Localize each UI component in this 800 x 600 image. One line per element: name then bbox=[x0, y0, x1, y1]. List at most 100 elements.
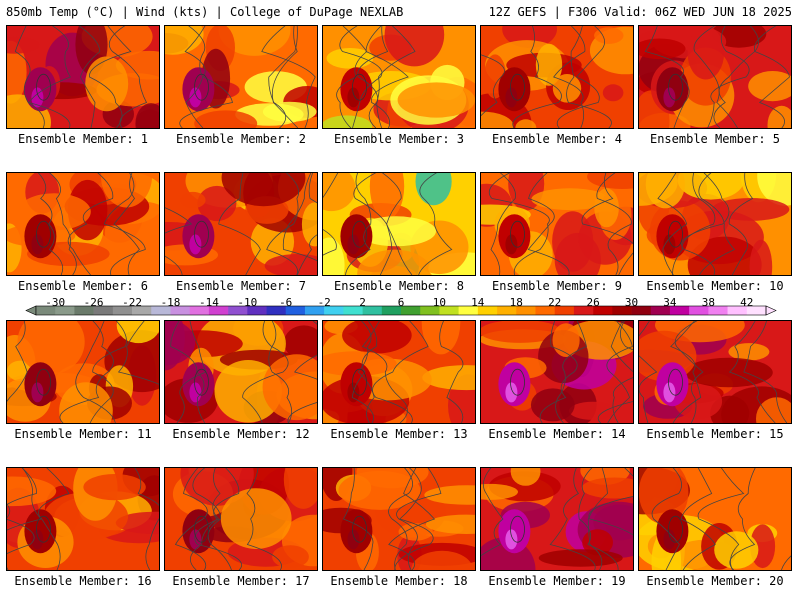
height-contour bbox=[282, 173, 317, 262]
ensemble-member-label: Ensemble Member: 15 bbox=[646, 427, 784, 441]
temperature-blob bbox=[757, 173, 791, 206]
terrain-contour bbox=[352, 515, 367, 543]
ensemble-member-label: Ensemble Member: 6 bbox=[17, 279, 149, 293]
temperature-blob bbox=[481, 321, 562, 343]
terrain-contour bbox=[36, 73, 51, 101]
height-contour bbox=[7, 321, 28, 402]
temperature-field bbox=[7, 321, 159, 423]
ensemble-member-label: Ensemble Member: 9 bbox=[491, 279, 623, 293]
colorbar-swatch bbox=[189, 306, 210, 315]
height-contour bbox=[651, 468, 682, 570]
height-contour bbox=[376, 26, 416, 128]
hot-spot bbox=[505, 382, 518, 403]
height-contour bbox=[670, 321, 702, 423]
height-contour bbox=[587, 468, 608, 570]
hot-spot bbox=[31, 234, 44, 255]
colorbar-tick-label: -6 bbox=[279, 296, 293, 309]
height-contour bbox=[728, 321, 776, 423]
temperature-blob bbox=[602, 84, 624, 102]
height-contour bbox=[418, 173, 453, 275]
height-contour bbox=[674, 321, 704, 423]
colorbar-swatch bbox=[420, 306, 440, 315]
height-contour bbox=[296, 173, 317, 275]
hot-spot bbox=[189, 382, 202, 403]
height-contour bbox=[192, 468, 232, 570]
terrain-contour bbox=[668, 220, 683, 248]
height-contour bbox=[246, 468, 282, 570]
hot-spot bbox=[347, 87, 360, 108]
temperature-field bbox=[165, 173, 317, 275]
terrain-contour bbox=[668, 515, 683, 543]
height-contour bbox=[268, 26, 298, 128]
temperature-field bbox=[323, 321, 475, 423]
colorbar-tick-label: 38 bbox=[701, 296, 716, 309]
height-contour bbox=[743, 321, 788, 423]
temperature-blob bbox=[115, 50, 159, 80]
temperature-field bbox=[323, 173, 475, 275]
temperature-blob bbox=[582, 529, 613, 556]
hot-spot bbox=[505, 87, 518, 108]
temperature-blob bbox=[17, 321, 85, 375]
colorbar-swatch bbox=[36, 306, 56, 315]
ensemble-member-map bbox=[6, 467, 160, 571]
colorbar-swatch bbox=[439, 306, 459, 315]
temperature-field bbox=[481, 321, 633, 423]
height-contour bbox=[103, 173, 146, 275]
colorbar-swatch bbox=[208, 306, 229, 315]
height-contour bbox=[113, 173, 140, 275]
hot-spot bbox=[347, 529, 360, 550]
ensemble-member-map bbox=[322, 172, 476, 276]
colorbar-swatch bbox=[304, 306, 325, 315]
colorbar-swatch bbox=[55, 306, 75, 315]
ensemble-member-label: Ensemble Member: 12 bbox=[172, 427, 310, 441]
temperature-blob bbox=[221, 173, 306, 207]
temperature-blob bbox=[425, 514, 475, 534]
terrain-contour bbox=[194, 73, 209, 101]
height-contour bbox=[89, 26, 132, 128]
temperature-blob bbox=[568, 401, 617, 420]
ensemble-member-map bbox=[480, 172, 634, 276]
ensemble-member-map bbox=[322, 467, 476, 571]
temperature-blob bbox=[687, 26, 725, 80]
height-contour bbox=[185, 26, 206, 128]
height-contour bbox=[218, 173, 261, 275]
terrain-contour bbox=[194, 515, 209, 543]
temperature-field bbox=[165, 26, 317, 128]
hot-spot bbox=[505, 234, 518, 255]
hot-spot bbox=[31, 87, 44, 108]
ensemble-member-label: Ensemble Member: 19 bbox=[488, 574, 626, 588]
temperature-field bbox=[7, 26, 159, 128]
height-contour bbox=[680, 468, 716, 570]
height-contour bbox=[266, 173, 300, 275]
height-contour bbox=[490, 173, 516, 275]
ensemble-member-map bbox=[164, 25, 318, 129]
height-contour bbox=[59, 321, 114, 423]
height-contour bbox=[729, 468, 756, 570]
colorbar-outline bbox=[35, 305, 767, 316]
temperature-blob bbox=[531, 188, 609, 211]
terrain-contour bbox=[36, 368, 51, 396]
ensemble-member-label: Ensemble Member: 18 bbox=[330, 574, 468, 588]
temperature-blob bbox=[101, 173, 152, 208]
temperature-blob bbox=[714, 531, 759, 569]
colorbar-tick-label: -10 bbox=[237, 296, 258, 309]
colorbar-tick-label: -26 bbox=[83, 296, 104, 309]
height-contour bbox=[287, 321, 317, 423]
temperature-blob bbox=[135, 103, 159, 128]
colorbar-tick-label: 42 bbox=[740, 296, 754, 309]
height-contour bbox=[612, 321, 633, 423]
height-contour bbox=[37, 173, 64, 275]
temperature-blob bbox=[323, 173, 356, 212]
colorbar-swatch bbox=[132, 306, 152, 315]
colorbar-tick-label: 2 bbox=[359, 296, 366, 309]
height-contour bbox=[372, 321, 429, 423]
colorbar-swatch bbox=[170, 306, 190, 315]
height-contour bbox=[753, 26, 790, 128]
colorbar-tick-label: -22 bbox=[122, 296, 143, 309]
terrain-contour bbox=[510, 368, 525, 396]
height-contour bbox=[396, 468, 442, 570]
hot-spot bbox=[663, 234, 676, 255]
height-contour bbox=[481, 54, 505, 117]
ensemble-member-map bbox=[638, 25, 792, 129]
height-contour bbox=[342, 468, 374, 570]
